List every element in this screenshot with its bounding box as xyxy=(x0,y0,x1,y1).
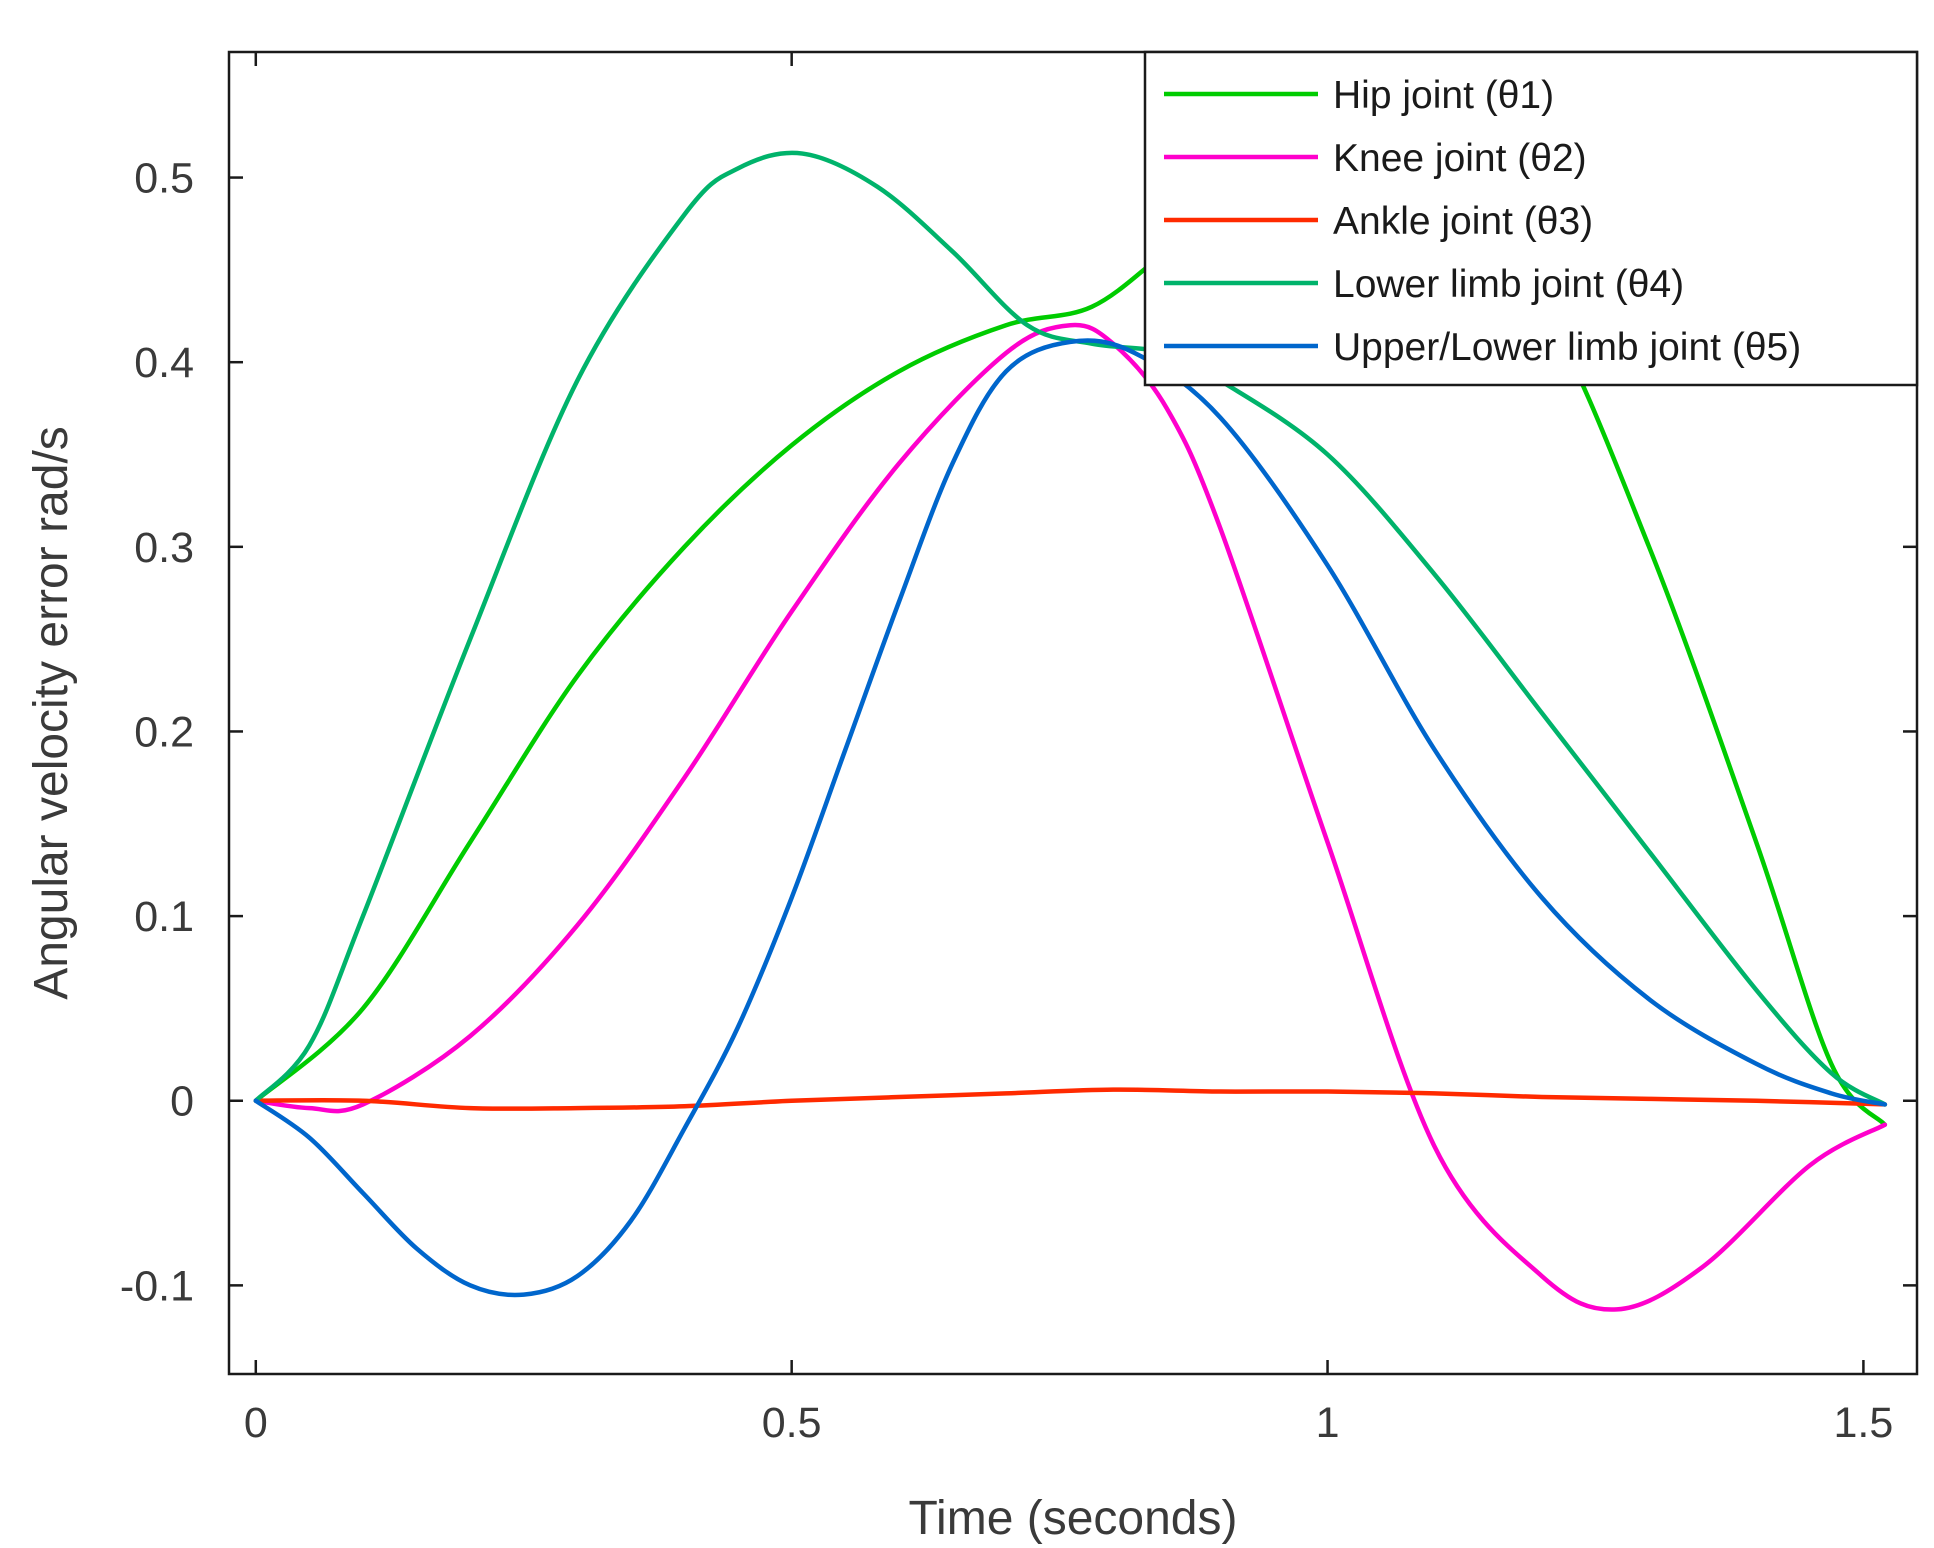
series-lines xyxy=(253,150,1888,1312)
y-axis-ticks: -0.1 0 0.1 0.2 0.3 0.4 0.5 xyxy=(120,155,1917,1310)
y-tick-label: 0.3 xyxy=(134,524,194,572)
series-line-lower-limb xyxy=(253,150,1888,1107)
x-tick-label: 0.5 xyxy=(762,1399,822,1447)
y-tick-label: -0.1 xyxy=(120,1262,194,1310)
legend-label-lower-limb: Lower limb joint (θ4) xyxy=(1333,263,1684,306)
series-line-ankle xyxy=(253,1087,1888,1111)
x-tick-label: 1.5 xyxy=(1834,1399,1894,1447)
plot-frame xyxy=(227,50,1919,1376)
legend: Hip joint (θ1) Knee joint (θ2) Ankle joint… xyxy=(1143,50,1919,387)
x-tick-label: 0 xyxy=(244,1399,268,1447)
y-axis-label: Angular velocity error rad/s xyxy=(25,426,78,1000)
legend-label-hip: Hip joint (θ1) xyxy=(1333,74,1554,117)
y-tick-label: 0.5 xyxy=(134,155,194,203)
y-tick-label: 0 xyxy=(170,1078,194,1126)
legend-label-upper-lower-limb: Upper/Lower limb joint (θ5) xyxy=(1333,326,1801,369)
x-axis-label: Time (seconds) xyxy=(909,1492,1238,1545)
series-line-upper-lower-limb xyxy=(253,338,1888,1298)
x-axis-ticks: 0 0.5 1 1.5 xyxy=(244,52,1893,1447)
legend-label-knee: Knee joint (θ2) xyxy=(1333,137,1587,180)
y-tick-label: 0.2 xyxy=(134,708,194,756)
y-tick-label: 0.4 xyxy=(134,339,194,387)
x-tick-label: 1 xyxy=(1316,1399,1340,1447)
y-tick-label: 0.1 xyxy=(134,893,194,941)
axes xyxy=(227,50,1919,1376)
legend-label-ankle: Ankle joint (θ3) xyxy=(1333,200,1593,243)
